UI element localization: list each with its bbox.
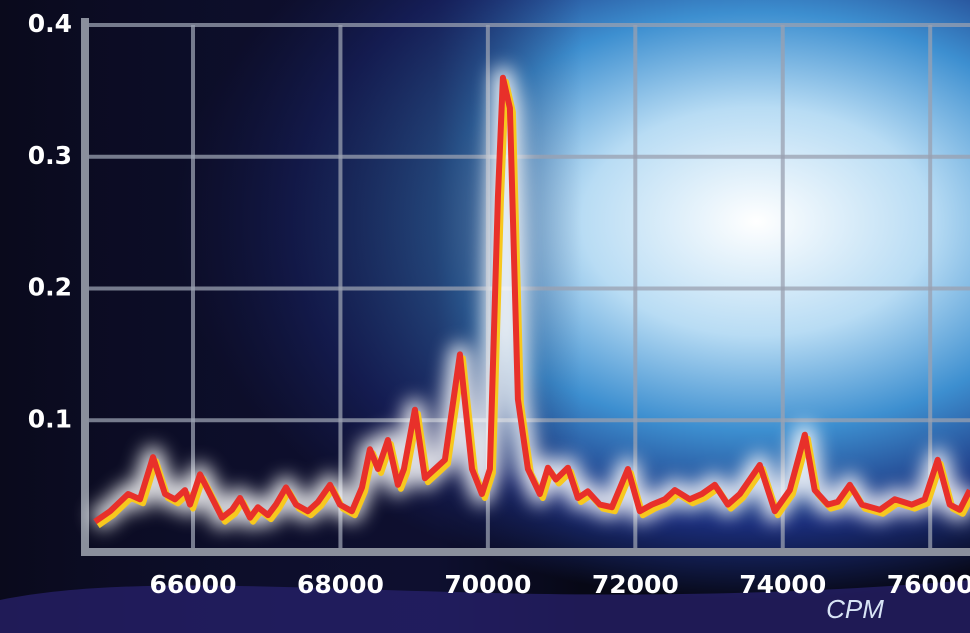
x-tick-label: 66000 xyxy=(150,570,237,599)
y-tick-label: 0.2 xyxy=(28,273,72,302)
chart: 0.1 0.2 0.3 0.4 66000 68000 70000 72000 74000 760… xyxy=(0,0,970,633)
x-axis-label: CPM xyxy=(826,594,884,624)
y-tick-label: 0.3 xyxy=(28,141,72,170)
x-tick-label: 70000 xyxy=(444,570,531,599)
x-tick-label: 68000 xyxy=(297,570,384,599)
y-tick-label: 0.4 xyxy=(28,9,72,38)
x-tick-label: 76000 xyxy=(887,570,970,599)
x-tick-label: 74000 xyxy=(739,570,826,599)
y-tick-label: 0.1 xyxy=(28,404,72,433)
x-tick-label: 72000 xyxy=(592,570,679,599)
